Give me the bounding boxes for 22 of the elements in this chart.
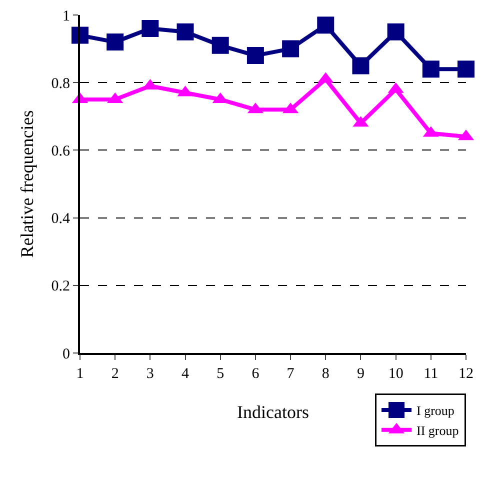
x-tick-label: 2 bbox=[111, 366, 119, 382]
x-tick-label: 5 bbox=[216, 366, 224, 382]
x-tick-label: 4 bbox=[182, 366, 190, 382]
y-tick-label: 0.2 bbox=[51, 278, 70, 295]
y-tick-label: 1 bbox=[62, 8, 70, 24]
x-tick-label: 12 bbox=[458, 366, 474, 382]
x-tick-label: 8 bbox=[322, 366, 330, 382]
y-tick-label: 0.4 bbox=[51, 211, 70, 228]
x-axis-title: Indicators bbox=[237, 402, 309, 422]
legend-label: I group bbox=[416, 403, 454, 418]
y-axis-title: Relative frequencies bbox=[17, 110, 37, 258]
x-tick-label: 1 bbox=[76, 366, 84, 382]
y-tick-label: 0.6 bbox=[51, 143, 70, 160]
x-tick-label: 7 bbox=[286, 366, 295, 382]
x-tick-label: 11 bbox=[424, 366, 438, 382]
legend-label: II group bbox=[416, 422, 459, 438]
y-tick-label: 0.8 bbox=[51, 76, 70, 92]
x-tick-label: 3 bbox=[146, 366, 154, 382]
x-tick-label: 6 bbox=[252, 366, 260, 382]
x-tick-label: 10 bbox=[388, 366, 404, 382]
y-tick-label: 0 bbox=[62, 346, 70, 362]
x-tick-label: 9 bbox=[356, 366, 364, 382]
